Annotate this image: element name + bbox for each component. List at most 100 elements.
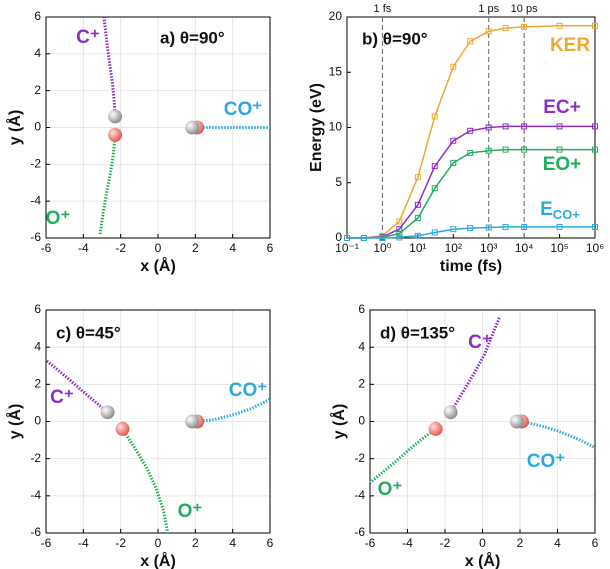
point bbox=[485, 224, 492, 231]
point bbox=[467, 149, 474, 156]
point bbox=[431, 229, 438, 236]
point bbox=[450, 159, 457, 166]
x-axis-label: time (fs) bbox=[440, 258, 502, 275]
x-tick-label: 10³ bbox=[480, 241, 497, 255]
point bbox=[502, 223, 509, 230]
point bbox=[450, 137, 457, 144]
panel: 10⁻¹ 10⁰ 10¹ 10² 10³ 10⁴ 10⁵ 10⁶ 0 5 10 15 20 time (f… bbox=[308, 3, 604, 275]
x-tick-label: -4 bbox=[402, 536, 413, 550]
panel-title: d) θ=135° bbox=[380, 323, 455, 342]
plot-frame bbox=[369, 309, 596, 534]
carbon-atom bbox=[108, 109, 123, 124]
point bbox=[485, 147, 492, 154]
series-label: CO⁺ bbox=[229, 380, 268, 401]
carbon-atom bbox=[443, 405, 458, 420]
carbon-atom bbox=[509, 414, 524, 429]
x-tick-label: 4 bbox=[229, 536, 236, 550]
x-tick-label: 10⁶ bbox=[586, 241, 604, 255]
label-main: E bbox=[540, 199, 553, 220]
panel-title: b) θ=90° bbox=[362, 29, 428, 48]
point bbox=[396, 218, 403, 225]
series-label: O⁺ bbox=[178, 501, 203, 522]
point bbox=[521, 223, 528, 230]
y-tick-label: 0 bbox=[358, 414, 365, 428]
y-tick-label: 4 bbox=[34, 339, 41, 353]
point bbox=[502, 146, 509, 153]
series-label: O⁺ bbox=[46, 208, 71, 229]
x-tick-label: 4 bbox=[554, 536, 561, 550]
point bbox=[556, 223, 563, 230]
panel: -6 -4 -2 0 2 4 6 -6 -4 -2 0 2 4 6 x (Å) y (Å) d) θ=135° C… bbox=[329, 302, 598, 569]
x-tick-label: 10⁰ bbox=[373, 241, 391, 255]
x-tick-label: 6 bbox=[592, 536, 599, 550]
point bbox=[556, 22, 563, 29]
series-label: C⁺ bbox=[50, 387, 74, 408]
label-sub: CO+ bbox=[553, 207, 581, 222]
x-tick-label: 10⁻¹ bbox=[335, 241, 359, 255]
panel-title: c) θ=45° bbox=[56, 323, 121, 342]
x-tick-label: -2 bbox=[115, 241, 126, 255]
series-label: EC+ bbox=[543, 97, 581, 118]
x-tick-label: -2 bbox=[440, 536, 451, 550]
series-line bbox=[121, 428, 169, 532]
x-tick-label: -2 bbox=[115, 536, 126, 550]
x-tick-label: 10¹ bbox=[409, 241, 426, 255]
x-tick-label: 4 bbox=[229, 241, 236, 255]
y-tick-label: 15 bbox=[329, 64, 343, 78]
x-axis-label: x (Å) bbox=[140, 256, 176, 275]
point bbox=[414, 215, 421, 222]
y-tick-label: -4 bbox=[30, 193, 41, 207]
point bbox=[431, 113, 438, 120]
point bbox=[502, 123, 509, 130]
series-line bbox=[45, 359, 109, 414]
y-axis-label: y (Å) bbox=[329, 404, 348, 440]
point bbox=[360, 235, 367, 241]
y-tick-label: 2 bbox=[34, 377, 41, 391]
point bbox=[414, 232, 421, 239]
panel-title: a) θ=90° bbox=[160, 28, 225, 47]
y-tick-label: -2 bbox=[30, 157, 41, 171]
point bbox=[592, 146, 598, 153]
series-line bbox=[197, 397, 271, 423]
y-tick-label: -6 bbox=[354, 525, 365, 539]
point bbox=[592, 223, 598, 230]
point bbox=[467, 38, 474, 45]
x-tick-label: 2 bbox=[192, 536, 199, 550]
point bbox=[379, 235, 386, 241]
point bbox=[467, 127, 474, 134]
series-line bbox=[102, 16, 117, 117]
point bbox=[502, 25, 509, 32]
x-tick-label: 0 bbox=[155, 536, 162, 550]
y-axis-label: Energy (eV) bbox=[308, 83, 325, 172]
carbon-atom bbox=[185, 414, 200, 429]
y-axis-label: y (Å) bbox=[5, 110, 24, 146]
plot-frame bbox=[45, 309, 271, 534]
x-tick-label: 10⁵ bbox=[550, 241, 568, 255]
y-tick-label: 0 bbox=[34, 414, 41, 428]
point bbox=[414, 174, 421, 181]
x-axis-label: x (Å) bbox=[140, 551, 176, 569]
point bbox=[521, 23, 528, 30]
series-label: CO⁺ bbox=[224, 99, 263, 120]
x-tick-label: 6 bbox=[267, 241, 274, 255]
series-label: CO⁺ bbox=[527, 451, 566, 472]
y-tick-label: 20 bbox=[329, 9, 343, 23]
point bbox=[450, 63, 457, 70]
x-tick-label: -4 bbox=[78, 241, 89, 255]
point bbox=[592, 22, 598, 29]
point bbox=[344, 235, 350, 241]
y-tick-label: 0 bbox=[335, 230, 342, 244]
y-tick-label: 0 bbox=[34, 120, 41, 134]
y-tick-label: 6 bbox=[34, 9, 41, 23]
plot-frame bbox=[346, 16, 596, 239]
y-tick-label: 4 bbox=[358, 339, 365, 353]
x-axis-label: x (Å) bbox=[465, 551, 501, 569]
panel: -6 -4 -2 0 2 4 6 -6 -4 -2 0 2 4 6 x (Å) y (Å) c) θ=45° C⁺… bbox=[5, 302, 273, 569]
y-tick-label: -4 bbox=[30, 488, 41, 502]
y-tick-label: -2 bbox=[354, 451, 365, 465]
point bbox=[521, 146, 528, 153]
point bbox=[556, 146, 563, 153]
x-tick-label: 6 bbox=[267, 536, 274, 550]
oxygen-atom bbox=[428, 421, 443, 436]
time-marker-label: 10 ps bbox=[511, 3, 538, 15]
